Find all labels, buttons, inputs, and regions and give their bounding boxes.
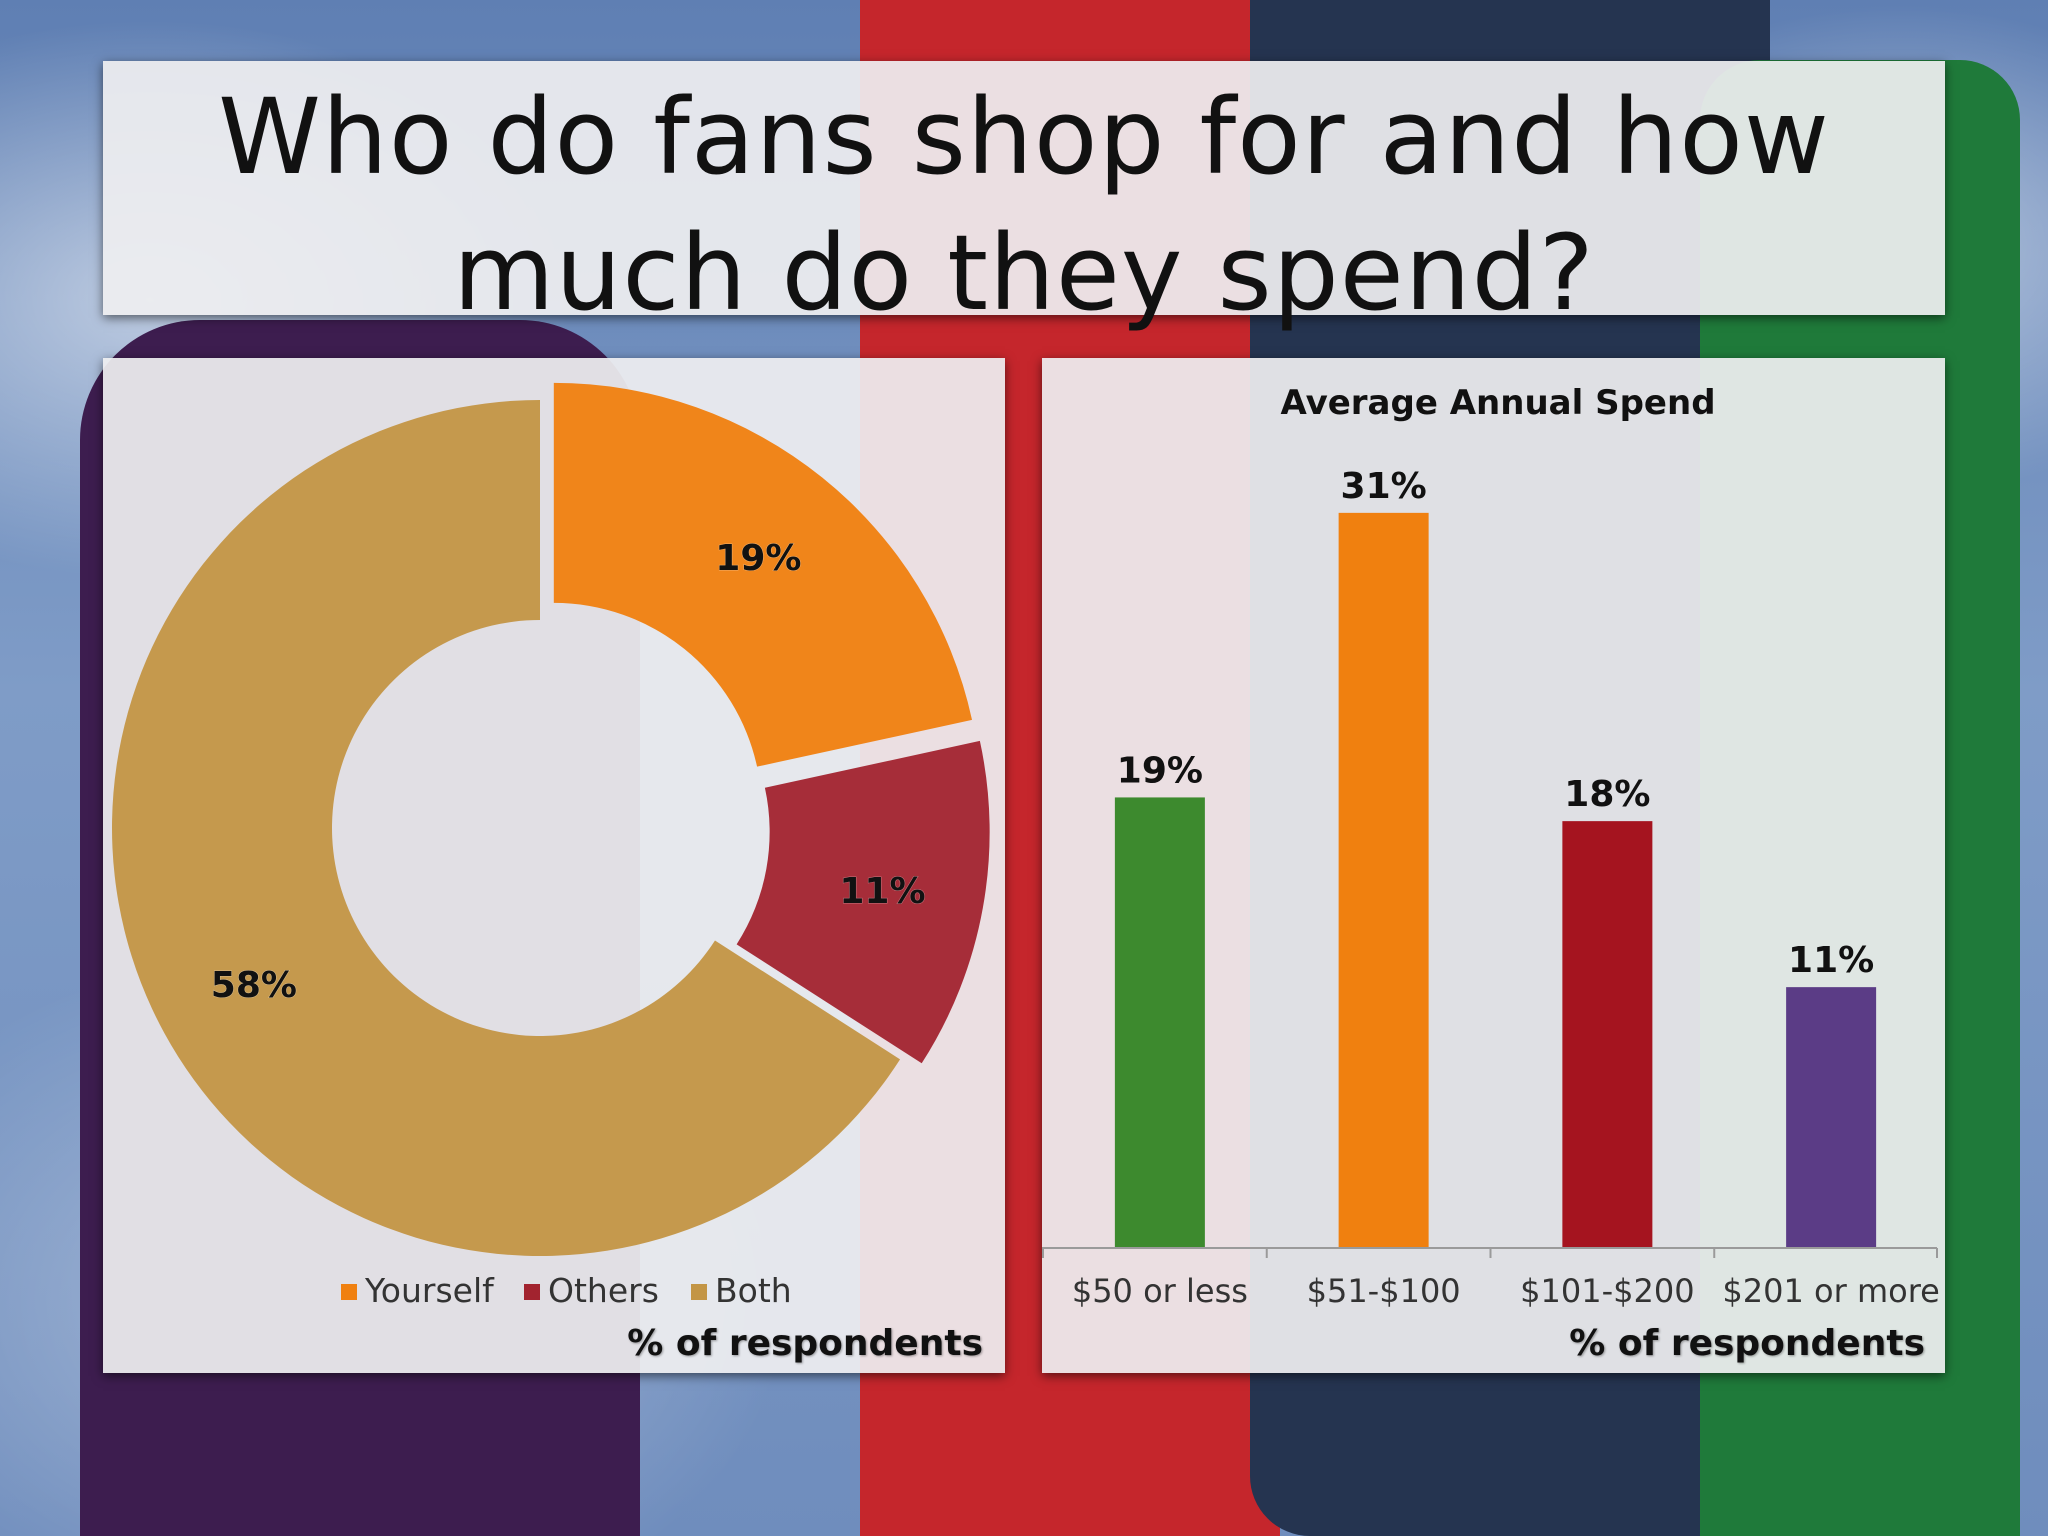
donut-data-label: 11%: [839, 871, 925, 912]
donut-legend: Yourself Others Both: [341, 1271, 792, 1310]
legend-label-both: Both: [715, 1271, 792, 1310]
slide-title: Who do fans shop for and how much do the…: [218, 76, 1830, 334]
bar-chart-panel: Average Annual Spend 19% $50 or less 31% $51…: [1042, 358, 1945, 1373]
donut-slice-yourself: [553, 382, 973, 767]
x-tick-label: $201 or more: [1722, 1272, 1939, 1310]
legend-label-yourself: Yourself: [364, 1271, 495, 1310]
donut-footnote: % of respondents: [627, 1323, 983, 1364]
x-tick-label: $50 or less: [1072, 1272, 1248, 1310]
bar-chart: Average Annual Spend 19% $50 or less 31% $51…: [1042, 383, 1940, 1310]
bar-data-label: 18%: [1564, 774, 1650, 815]
donut-data-label: 58%: [211, 965, 297, 1006]
bar-data-label: 31%: [1341, 466, 1427, 507]
donut-slice-others: [736, 740, 990, 1064]
legend-swatch-others: [524, 1284, 540, 1300]
donut-chart-panel: 19% 11% 58% Yourself Others Both % of respond…: [103, 358, 1005, 1373]
bar: [1114, 797, 1205, 1248]
bar-data-label: 11%: [1788, 940, 1874, 981]
x-tick-label: $101-$200: [1520, 1272, 1694, 1310]
donut-chart: 19% 11% 58% Yourself Others Both: [111, 382, 990, 1310]
x-tick-label: $51-$100: [1307, 1272, 1461, 1310]
title-panel: Who do fans shop for and how much do the…: [103, 61, 1945, 334]
bar: [1786, 987, 1877, 1248]
donut-slice-both: [111, 400, 901, 1256]
bar-data-label: 19%: [1117, 750, 1203, 791]
bar-footnote: % of respondents: [1569, 1323, 1925, 1364]
legend-swatch-both: [691, 1284, 707, 1300]
legend-swatch-yourself: [341, 1284, 357, 1300]
bar-chart-title: Average Annual Spend: [1280, 383, 1715, 423]
bar: [1562, 821, 1653, 1248]
bar: [1338, 512, 1429, 1248]
donut-data-label: 19%: [715, 538, 801, 579]
legend-label-others: Others: [548, 1271, 659, 1310]
